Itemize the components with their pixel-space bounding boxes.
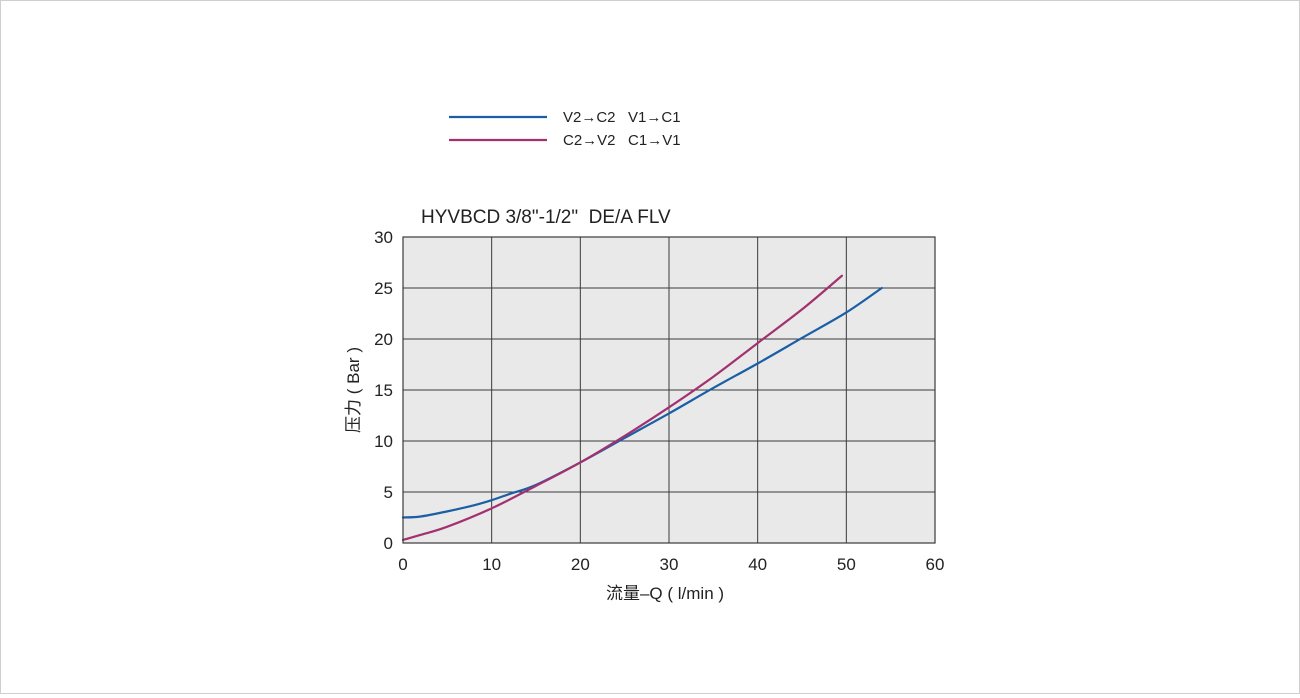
y-tick-label: 10 [374, 432, 393, 451]
x-tick-label: 60 [926, 555, 945, 574]
x-tick-label: 20 [571, 555, 590, 574]
x-tick-label: 50 [837, 555, 856, 574]
x-tick-label: 40 [748, 555, 767, 574]
y-tick-label: 15 [374, 381, 393, 400]
y-tick-label: 5 [384, 483, 393, 502]
legend-label-series-2: C2→V2 C1→V1 [563, 132, 681, 149]
legend-label-series-1: V2→C2 V1→C1 [563, 109, 681, 126]
x-axis-ticks: 0 10 20 30 40 50 60 [398, 555, 944, 574]
y-axis-label: 压力 ( Bar ) [344, 347, 363, 433]
y-axis-ticks: 0 5 10 15 20 25 30 [374, 228, 393, 553]
x-tick-label: 30 [660, 555, 679, 574]
y-tick-label: 20 [374, 330, 393, 349]
x-tick-label: 0 [398, 555, 407, 574]
legend: V2→C2 V1→C1 C2→V2 C1→V1 [449, 109, 681, 149]
y-tick-label: 25 [374, 279, 393, 298]
x-tick-label: 10 [482, 555, 501, 574]
y-tick-label: 30 [374, 228, 393, 247]
plot-border [402, 236, 936, 544]
y-tick-label: 0 [384, 534, 393, 553]
series-line-2 [401, 274, 843, 542]
gridlines [403, 237, 935, 543]
series-layer [401, 274, 883, 542]
chart-title: HYVBCD 3/8"-1/2" DE/A FLV [421, 207, 671, 228]
x-axis-label: 流量–Q ( l/min ) [606, 584, 724, 603]
